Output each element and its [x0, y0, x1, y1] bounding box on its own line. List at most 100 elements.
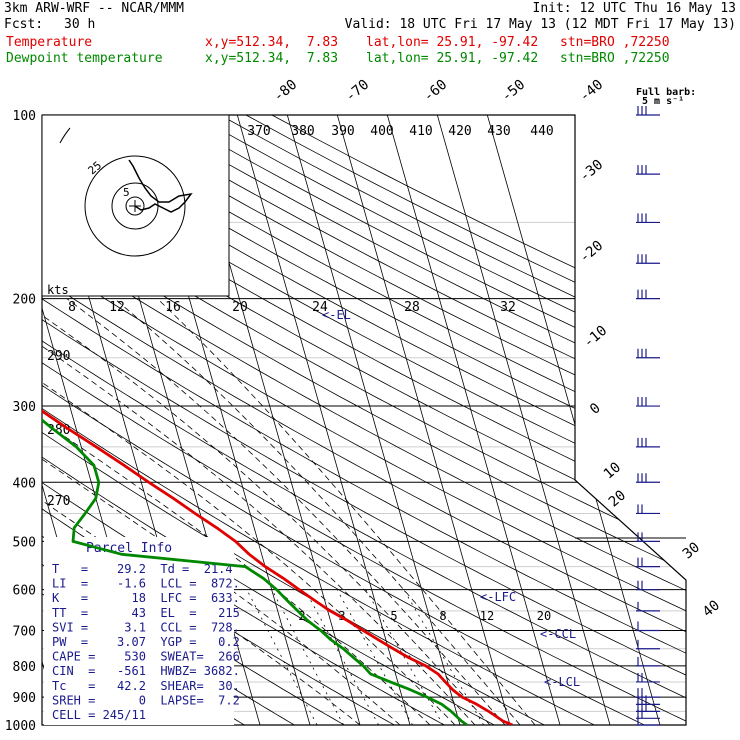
wind-speed-tick-28: 28: [404, 300, 420, 315]
parcel-info-row: TT = 43 EL = 215: [52, 606, 240, 620]
dry-adiabat-360: [42, 115, 686, 725]
wind-speed-tick-32: 32: [500, 300, 516, 315]
dry-adiabat-450: [42, 115, 686, 725]
theta-label-400: 400: [370, 124, 393, 139]
isotherm-label-40: 40: [700, 597, 723, 620]
dewpoint-latlon: lat,lon= 25.91, -97.42: [366, 51, 539, 66]
pressure-label-100: 100: [13, 109, 36, 124]
wind-barb: [636, 580, 660, 591]
isotherm-20: [286, 115, 461, 725]
level-marker-lfc: <-LFC: [480, 590, 516, 604]
isotherm-40: [386, 115, 561, 725]
theta-e-label-290: 290: [47, 349, 70, 364]
dry-adiabat-390: [42, 115, 686, 725]
isotherm-label-30: 30: [680, 539, 703, 562]
theta-label-430: 430: [487, 124, 510, 139]
dry-adiabat-480: [64, 115, 686, 725]
wind-barb: [636, 437, 660, 448]
dry-adiabat-540: [219, 115, 686, 725]
wind-speed-tick-8: 8: [68, 300, 76, 315]
isotherm-label-20: 20: [606, 487, 629, 510]
dry-adiabat-400: [42, 115, 686, 725]
parcel-info-row: SREH = 0 LAPSE= 7.2: [52, 693, 240, 707]
temperature-legend: Temperature: [6, 35, 93, 50]
dry-adiabat-500: [116, 115, 686, 725]
dry-adiabat-460: [42, 115, 686, 725]
dry-adiabat-380: [42, 115, 686, 725]
hodograph-outer-arc: [59, 127, 71, 144]
isotherm-label-0: 0: [587, 400, 604, 418]
dewpoint-legend: Dewpoint temperature: [6, 51, 163, 66]
hodograph-trace: [128, 159, 193, 213]
wind-barb: [636, 348, 660, 359]
wind-barb: [636, 557, 660, 568]
dry-adiabat-550: [245, 115, 686, 725]
barb-legend-unit: 5 m s⁻¹: [642, 96, 684, 107]
level-marker-el: <-EL: [322, 308, 351, 322]
isotherm-label--30: -30: [577, 157, 607, 186]
parcel-info-title: Parcel Info: [86, 541, 172, 556]
theta-label-420: 420: [448, 124, 471, 139]
dewpoint-profile: [42, 115, 468, 725]
theta-label-370: 370: [247, 124, 270, 139]
parcel-info-row: K = 18 LFC = 633.: [52, 591, 240, 605]
wind-barb: [636, 106, 660, 116]
dry-adiabat-490: [90, 115, 686, 725]
wind-barb: [636, 504, 660, 515]
hodograph-unit-label: kts: [47, 283, 69, 297]
isotherm-label--60: -60: [421, 77, 451, 106]
mixing-ratio-label-8: 8: [439, 609, 446, 623]
level-marker-ccl: <-CCL: [540, 627, 576, 641]
forecast-label: Fcst:: [4, 17, 44, 32]
wind-barb: [636, 397, 660, 407]
theta-label-440: 440: [530, 124, 553, 139]
isotherm-label--50: -50: [499, 77, 529, 106]
parcel-info-row: CAPE = 530 SWEAT= 266: [52, 650, 240, 664]
wind-speed-tick-16: 16: [165, 300, 181, 315]
wind-barb: [636, 601, 660, 612]
wind-barb: [636, 621, 660, 632]
theta-label-390: 390: [331, 124, 354, 139]
moist-adiabat-35: [157, 298, 536, 725]
moist-adiabat-26: [42, 298, 491, 725]
parcel-info-row: T = 29.2 Td = 21.4: [52, 562, 233, 576]
moist-adiabat-23: [42, 298, 476, 725]
pressure-label-800: 800: [13, 660, 36, 675]
wind-barb: [636, 709, 660, 719]
pressure-label-700: 700: [13, 625, 36, 640]
wind-barb: [636, 473, 660, 483]
parcel-info-row: SVI = 3.1 CCL = 728.: [52, 620, 240, 634]
wind-speed-tick-24: 24: [312, 300, 328, 315]
pressure-label-900: 900: [13, 691, 36, 706]
dry-adiabat-560: [271, 115, 686, 725]
temperature-profile: [42, 115, 514, 725]
parcel-info-row: Tc = 42.2 SHEAR= 30.: [52, 679, 240, 693]
mixing-ratio-label-12: 12: [480, 609, 494, 623]
hodograph-ring-50: [84, 155, 186, 257]
wind-barb: [636, 532, 660, 542]
wind-speed-tick-20: 20: [232, 300, 248, 315]
pressure-label-500: 500: [13, 535, 36, 550]
temperature-station: stn=BRO ,72250: [560, 35, 670, 50]
parcel-info-row: LI = -1.6 LCL = 872.: [52, 577, 240, 591]
wind-barb: [636, 656, 660, 667]
wind-barb: [636, 165, 660, 175]
temperature-xy: x,y=512.34, 7.83: [205, 35, 339, 50]
wind-speed-tick-12: 12: [109, 300, 125, 315]
dry-adiabat-310: [42, 115, 545, 725]
level-marker-lcl: <-LCL: [544, 675, 580, 689]
temperature-latlon: lat,lon= 25.91, -97.42: [366, 35, 539, 50]
valid-time: Valid: 18 UTC Fri 17 May 13 (12 MDT Fri …: [344, 17, 736, 32]
dry-adiabat-340: [42, 115, 686, 725]
mixing-ratio-line-8: [336, 589, 413, 725]
mixing-ratio-line-20: [403, 589, 484, 725]
mixing-ratio-label-20: 20: [537, 609, 551, 623]
plot-frame: [41, 114, 687, 726]
isotherm-label--40: -40: [577, 77, 607, 106]
hodograph-ring-label-5: 5: [123, 186, 130, 199]
isotherm-label--20: -20: [577, 238, 607, 267]
wind-barb: [636, 213, 660, 224]
isotherm-label--10: -10: [581, 323, 611, 352]
